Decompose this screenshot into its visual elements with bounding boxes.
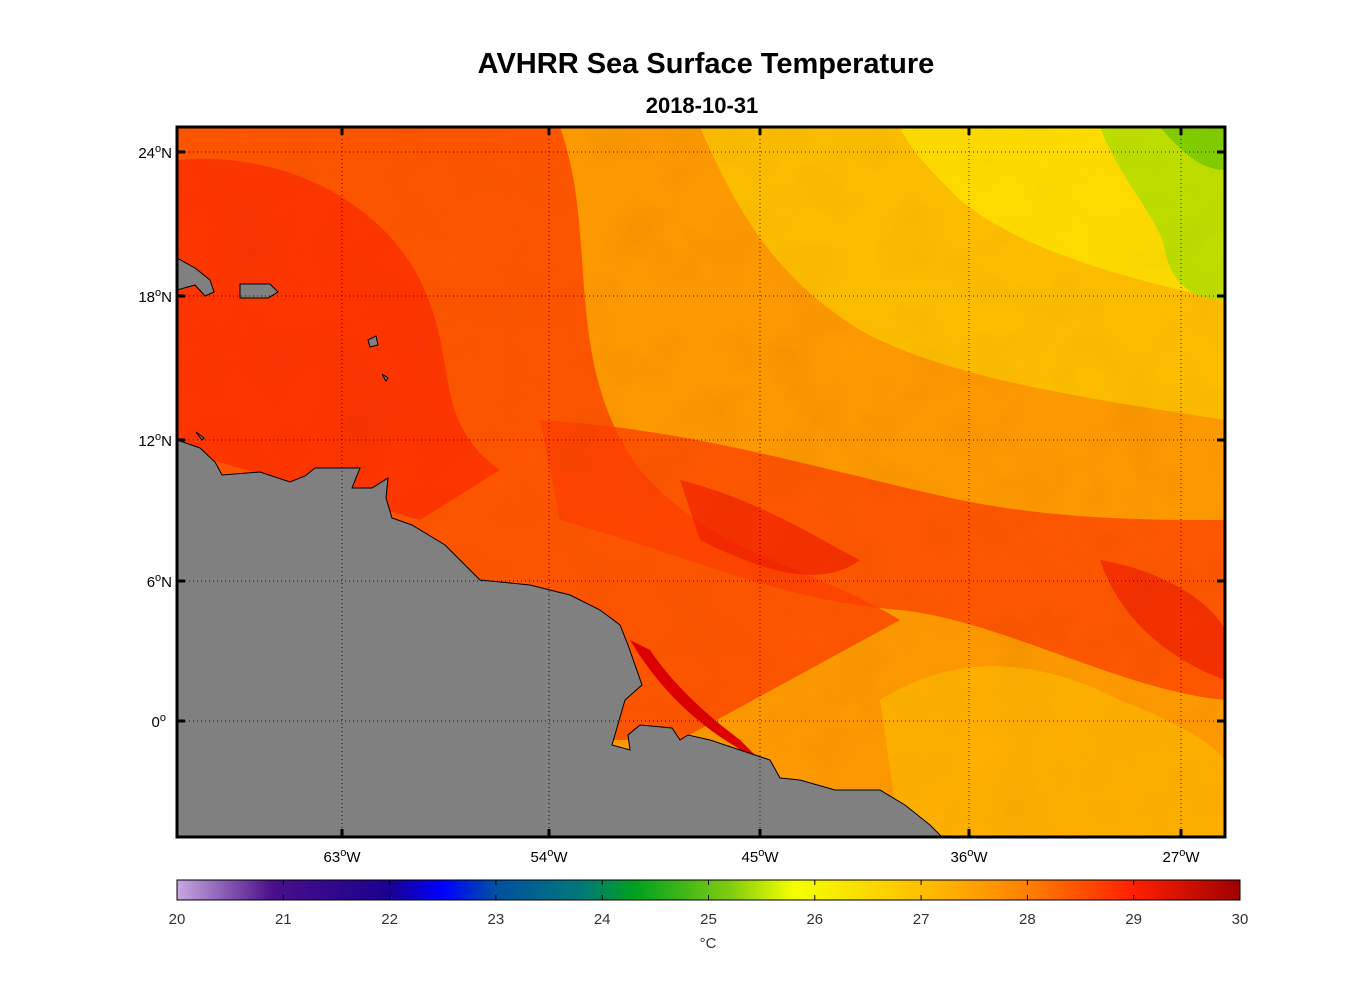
map-ticks bbox=[177, 127, 1225, 837]
colorbar: 20 21 22 23 24 25 26 27 28 29 30 °C bbox=[169, 879, 1249, 952]
colorbar-tick-label: 25 bbox=[700, 911, 717, 928]
colorbar-tick-label: 24 bbox=[594, 911, 611, 928]
hispaniola-island bbox=[177, 257, 215, 297]
lat-label-6: 6oN bbox=[147, 572, 172, 591]
colorbar-tick-label: 29 bbox=[1125, 911, 1142, 928]
colorbar-tick-label: 21 bbox=[275, 911, 292, 928]
lat-label-18: 18oN bbox=[138, 287, 172, 306]
colorbar-tick-label: 22 bbox=[381, 911, 398, 928]
map-subtitle: 2018-10-31 bbox=[645, 93, 759, 118]
lon-label-45: 45oW bbox=[742, 847, 780, 866]
map-frame bbox=[175, 125, 1227, 839]
colorbar-tick-label: 20 bbox=[169, 911, 186, 928]
lat-label-12: 12oN bbox=[138, 431, 172, 450]
small-island-2 bbox=[381, 373, 389, 382]
colorbar-tick-label: 30 bbox=[1232, 911, 1249, 928]
lon-label-36: 36oW bbox=[951, 847, 989, 866]
lat-label-0: 0o bbox=[152, 712, 166, 731]
puerto-rico-island bbox=[239, 283, 279, 299]
colorbar-unit: °C bbox=[700, 935, 717, 952]
lon-label-54: 54oW bbox=[531, 847, 569, 866]
small-island-3 bbox=[195, 431, 205, 441]
lon-label-27: 27oW bbox=[1163, 847, 1201, 866]
lon-label-63: 63oW bbox=[324, 847, 362, 866]
sst-field bbox=[177, 127, 1225, 837]
colorbar-tick-label: 28 bbox=[1019, 911, 1036, 928]
south-america-landmass bbox=[177, 439, 943, 837]
colorbar-tick-label: 26 bbox=[806, 911, 823, 928]
latitude-labels: 24oN 18oN 12oN 6oN 0o bbox=[138, 143, 172, 731]
colorbar-tick-label: 27 bbox=[913, 911, 930, 928]
colorbar-tick-label: 23 bbox=[488, 911, 505, 928]
graticule bbox=[177, 127, 1225, 837]
longitude-labels: 63oW 54oW 45oW 36oW 27oW bbox=[324, 847, 1201, 866]
map-title: AVHRR Sea Surface Temperature bbox=[477, 48, 935, 80]
lat-label-24: 24oN bbox=[138, 143, 172, 162]
small-island-1 bbox=[367, 335, 379, 348]
